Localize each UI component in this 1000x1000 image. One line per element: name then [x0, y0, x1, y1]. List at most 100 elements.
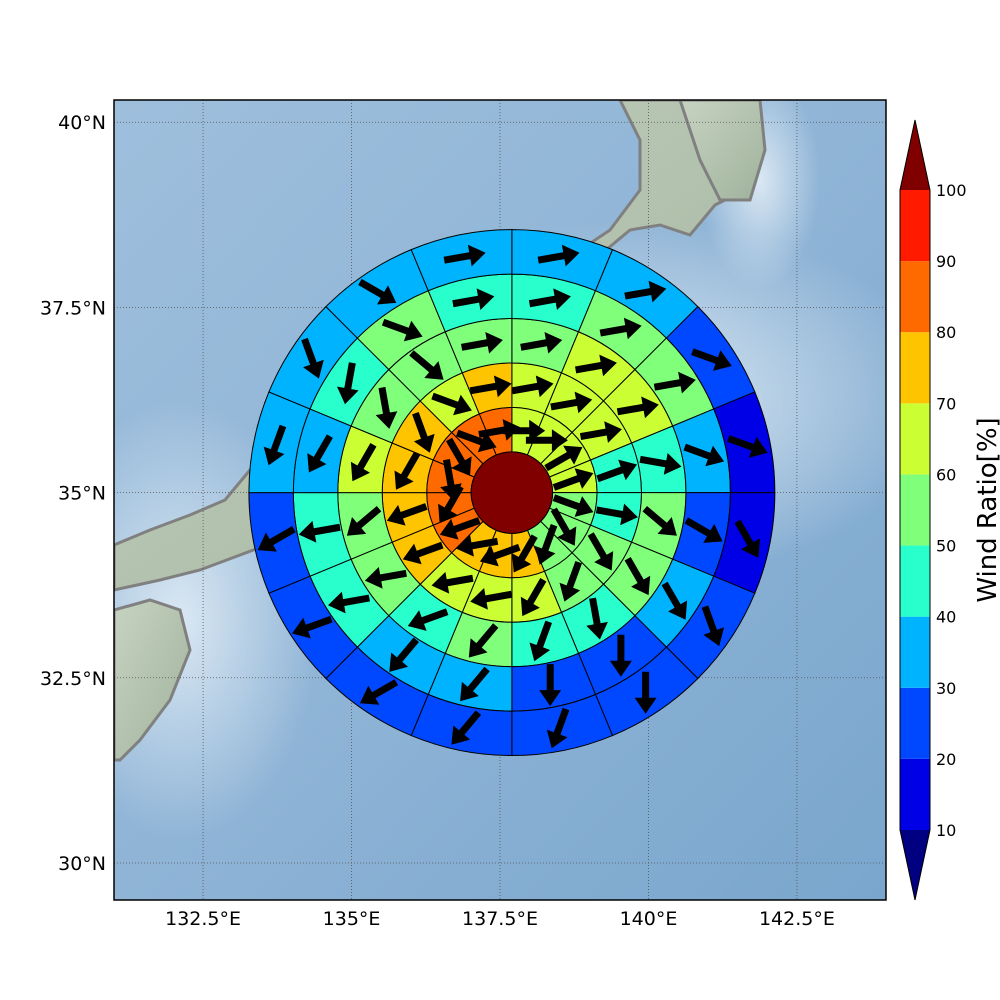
wind-arrow: [328, 591, 370, 614]
kyushu-land: [114, 598, 192, 762]
wind-arrow: [520, 578, 547, 617]
colorbar-band: [900, 616, 930, 688]
wind-arrow: [609, 634, 632, 677]
wind-arrow: [653, 371, 696, 394]
wind-arrow: [525, 429, 568, 452]
wind-arrow: [624, 280, 667, 303]
wind-arrow: [534, 524, 558, 565]
wind-arrow: [559, 561, 582, 602]
colorbar-tick-label: 60: [936, 465, 956, 484]
wind-arrow: [691, 348, 732, 371]
colorbar-tick-label: 10: [936, 821, 956, 840]
wind-arrow: [616, 396, 659, 419]
wind-arrow: [528, 288, 571, 310]
wind-ratio-sectors: [248, 229, 776, 757]
wind-arrow: [642, 506, 677, 536]
wind-arrow: [639, 453, 682, 475]
wind-arrow: [544, 445, 583, 472]
wind-arrow: [438, 484, 464, 524]
wind-arrow: [595, 503, 638, 526]
colorbar-bands: [899, 119, 931, 901]
wind-arrow: [431, 571, 474, 594]
wind-arrow: [661, 581, 688, 620]
wind-arrow: [439, 517, 481, 540]
wind-arrow: [350, 443, 377, 482]
colorbar-tick-labels: 10 20 30 40 50 60 70 80 90 100: [936, 181, 967, 840]
colorbar-extend-min: [900, 830, 930, 900]
wind-arrow: [381, 318, 423, 342]
map-axes: [114, 100, 886, 900]
wind-arrow: [599, 317, 642, 340]
colorbar-band: [900, 332, 930, 404]
wind-arrow: [468, 623, 499, 658]
wind-arrow: [634, 671, 657, 714]
wind-arrow: [440, 459, 462, 501]
colorbar-band: [900, 687, 930, 759]
wind-arrow: [446, 437, 472, 476]
center-disc: [470, 451, 554, 534]
wind-arrow: [461, 332, 503, 354]
wind-arrow: [511, 375, 554, 398]
wind-arrow: [683, 443, 725, 467]
wind-arrow: [503, 419, 546, 442]
x-tick-label: 132.5°E: [165, 908, 241, 930]
y-tick-labels: 40°N 37.5°N 35°N 32.5°N 30°N: [40, 112, 106, 875]
colorbar-tick-label: 20: [936, 750, 956, 769]
wind-arrow: [546, 707, 570, 749]
wind-arrow: [624, 557, 651, 596]
wind-arrow: [550, 507, 577, 546]
colorbar-tick-label: 70: [936, 394, 956, 413]
colorbar-label: Wind Ratio[%]: [973, 417, 1000, 602]
wind-arrow: [537, 244, 580, 267]
colorbar: 10 20 30 40 50 60 70 80 90 100 Wind Ratio[%]: [899, 119, 1000, 901]
wind-arrow: [394, 451, 421, 490]
wind-arrow: [375, 386, 398, 429]
wind-arrow: [734, 519, 760, 558]
wind-arrow: [257, 526, 296, 552]
wind-arrow: [701, 605, 725, 647]
colorbar-tick-label: 50: [936, 537, 956, 556]
x-tick-label: 140°E: [620, 908, 678, 930]
y-tick-label: 37.5°N: [40, 297, 106, 319]
x-tick-labels: 132.5°E 135°E 137.5°E 140°E 142.5°E: [165, 908, 835, 930]
colorbar-band: [900, 474, 930, 546]
wind-arrow: [596, 459, 637, 483]
wind-arrow: [460, 666, 490, 702]
y-tick-label: 30°N: [58, 853, 106, 875]
wind-arrow: [337, 362, 359, 405]
colorbar-tick-label: 80: [936, 323, 956, 342]
wind-arrow: [346, 506, 382, 536]
wind-arrow: [579, 421, 622, 443]
wind-arrow: [412, 412, 435, 453]
wind-arrow: [386, 503, 428, 526]
colorbar-tick-label: 30: [936, 679, 956, 698]
wind-arrow: [443, 244, 486, 267]
x-tick-label: 142.5°E: [759, 908, 835, 930]
wind-arrow: [684, 517, 723, 543]
wind-arrow: [358, 278, 397, 305]
wind-arrow: [587, 532, 614, 571]
x-tick-label: 135°E: [323, 908, 381, 930]
colorbar-tick-label: 90: [936, 252, 956, 271]
wind-arrow: [478, 419, 521, 441]
map-frame: [113, 99, 887, 901]
y-tick-label: 35°N: [58, 483, 106, 505]
wind-arrow: [431, 392, 472, 416]
wind-arrow: [552, 494, 594, 517]
wind-arrow: [364, 567, 407, 589]
colorbar-extend-max: [900, 120, 930, 190]
wind-arrow: [575, 354, 617, 377]
colorbar-band: [900, 261, 930, 333]
y-tick-label: 40°N: [58, 112, 106, 134]
wind-arrow: [539, 664, 562, 707]
colorbar-band: [900, 403, 930, 475]
wind-arrow: [407, 608, 449, 631]
wind-arrow: [451, 710, 482, 745]
wind-arrow: [402, 541, 444, 565]
wind-vector-arrows: [257, 244, 768, 749]
y-tick-label: 32.5°N: [40, 668, 106, 690]
wind-arrow: [469, 375, 512, 398]
wind-arrow: [512, 534, 538, 573]
wind-arrow: [727, 435, 768, 458]
